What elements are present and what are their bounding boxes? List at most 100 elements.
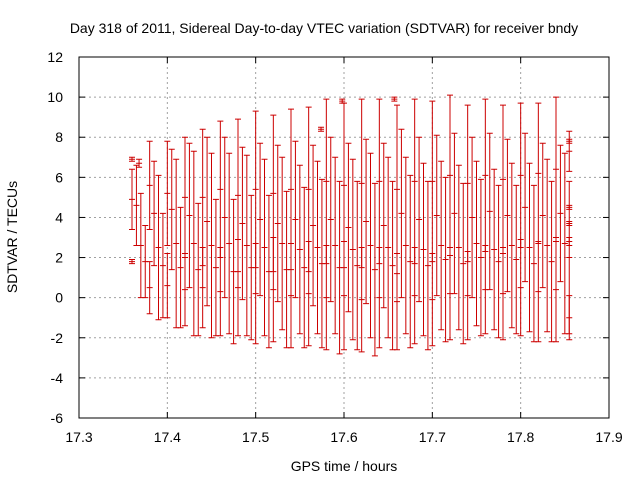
series-sat-e: [146, 237, 559, 353]
error-bar: [142, 224, 149, 299]
error-bar: [535, 102, 542, 245]
error-bar: [513, 184, 520, 335]
error-bar: [239, 146, 246, 301]
error-bar: [129, 259, 135, 265]
error-bar: [199, 128, 206, 267]
error-bar: [477, 178, 484, 337]
error-bar: [182, 253, 188, 327]
error-bar: [407, 174, 414, 349]
error-bar: [164, 253, 171, 319]
error-bar: [438, 160, 445, 331]
error-bar: [464, 104, 471, 263]
error-bar: [526, 162, 533, 333]
error-bar: [265, 194, 272, 349]
error-bar: [173, 158, 180, 329]
error-bar: [204, 136, 211, 307]
error-bar: [380, 142, 387, 309]
error-bar: [270, 114, 277, 273]
series-isolated: [129, 96, 573, 341]
error-bar: [517, 102, 524, 249]
x-tick-label: 17.5: [242, 429, 269, 445]
error-bar: [429, 100, 436, 263]
error-bar: [495, 184, 502, 339]
error-bar: [345, 142, 352, 313]
error-bar: [447, 94, 453, 257]
error-bar: [354, 180, 361, 351]
error-bar: [389, 180, 396, 351]
error-bar: [296, 164, 303, 335]
error-bar: [243, 154, 250, 337]
error-bar: [341, 241, 347, 351]
error-bar: [327, 136, 334, 303]
error-bar: [530, 184, 537, 343]
error-bar: [535, 241, 542, 343]
error-bar: [420, 162, 427, 337]
error-bar: [442, 176, 449, 343]
error-bar: [376, 247, 383, 349]
error-bar: [363, 138, 370, 305]
x-tick-label: 17.8: [507, 429, 534, 445]
error-bar: [358, 247, 365, 353]
error-bar: [394, 104, 400, 275]
error-bar: [500, 104, 506, 255]
series-sat-a: [129, 94, 559, 275]
error-bar: [318, 126, 325, 132]
error-bar: [257, 142, 264, 297]
error-bar: [230, 198, 237, 345]
error-bar: [508, 162, 515, 329]
error-bar: [402, 156, 409, 335]
error-bar: [339, 98, 346, 104]
y-tick-label: 10: [47, 89, 63, 105]
error-bar: [168, 148, 175, 271]
y-tick-label: -2: [51, 330, 64, 346]
series-sat-b: [133, 128, 564, 313]
error-bar: [129, 156, 135, 162]
error-bar: [491, 168, 498, 331]
error-bar: [504, 138, 511, 293]
x-tick-label: 17.4: [154, 429, 181, 445]
error-bar: [208, 152, 215, 339]
error-bar: [469, 136, 476, 299]
error-bar: [177, 206, 184, 329]
error-bar: [394, 253, 400, 351]
error-bar: [517, 239, 524, 337]
y-tick-label: 2: [55, 250, 63, 266]
error-bar: [566, 237, 573, 247]
error-bar: [221, 136, 228, 299]
error-bar: [424, 180, 431, 351]
error-bar: [212, 198, 219, 337]
error-bar: [159, 212, 166, 319]
error-bar: [314, 160, 321, 335]
error-bar: [548, 180, 555, 343]
error-bar: [447, 247, 453, 341]
error-bar: [429, 253, 436, 347]
error-bar: [136, 158, 143, 168]
error-bar: [261, 158, 268, 337]
error-bar: [482, 98, 489, 253]
error-bar: [553, 237, 559, 343]
error-bar: [288, 243, 294, 349]
error-bar: [566, 295, 573, 341]
error-bar: [217, 247, 224, 337]
error-bar: [349, 158, 356, 341]
error-bar: [416, 136, 423, 303]
series-sat-c: [137, 150, 568, 341]
error-bar: [146, 140, 153, 230]
error-bar: [566, 220, 573, 226]
error-bar: [566, 204, 573, 210]
error-bar: [252, 110, 259, 269]
error-bar: [182, 136, 188, 259]
error-bar: [544, 158, 551, 333]
error-bar: [195, 202, 202, 337]
series-sat-d: [142, 174, 573, 357]
error-bar: [146, 261, 153, 315]
plot-frame: [78, 56, 610, 419]
error-bar: [292, 140, 299, 299]
y-tick-label: 4: [55, 209, 63, 225]
error-bar: [190, 150, 197, 337]
error-bar: [561, 152, 568, 335]
error-bar: [391, 96, 398, 102]
x-tick-label: 17.6: [330, 429, 357, 445]
error-bar: [164, 140, 171, 247]
error-bar: [318, 178, 325, 349]
